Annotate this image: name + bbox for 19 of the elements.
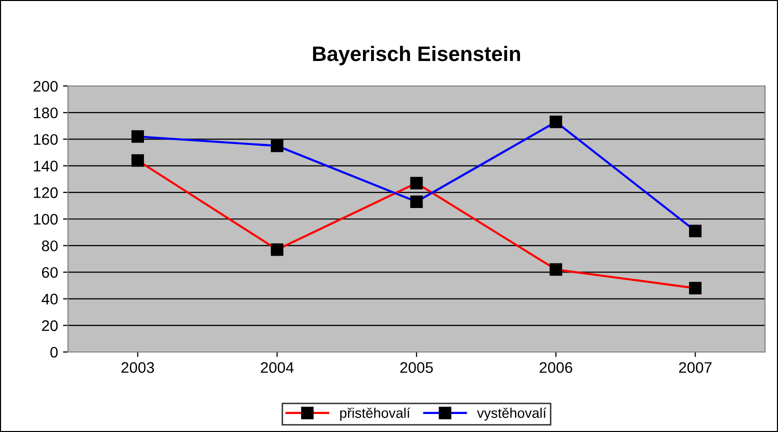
x-tick-label: 2005 [400, 362, 433, 373]
y-tick-label: 40 [42, 294, 58, 304]
x-tick-label: 2004 [260, 362, 294, 373]
y-tick-label: 140 [34, 160, 58, 172]
y-tick-label: 120 [34, 187, 58, 198]
y-tick-label: 20 [42, 320, 58, 332]
y-tick-label: 180 [34, 107, 58, 118]
y-tick-label: 100 [34, 214, 58, 225]
y-tick-label: 200 [34, 80, 58, 92]
y-tick-label: 160 [34, 134, 58, 145]
x-tick-label: 2007 [679, 362, 712, 373]
x-tick-label: 2006 [540, 362, 572, 373]
x-tick-label: 2003 [121, 362, 154, 373]
legend-label: vystěhovalí [477, 408, 546, 421]
y-tick-label: 0 [50, 346, 58, 358]
chart-title: Bayerisch Eisenstein [313, 46, 520, 66]
y-tick-label: 60 [42, 267, 58, 278]
y-tick-label: 80 [42, 240, 58, 252]
legend-label: přistěhovalí [340, 408, 410, 421]
